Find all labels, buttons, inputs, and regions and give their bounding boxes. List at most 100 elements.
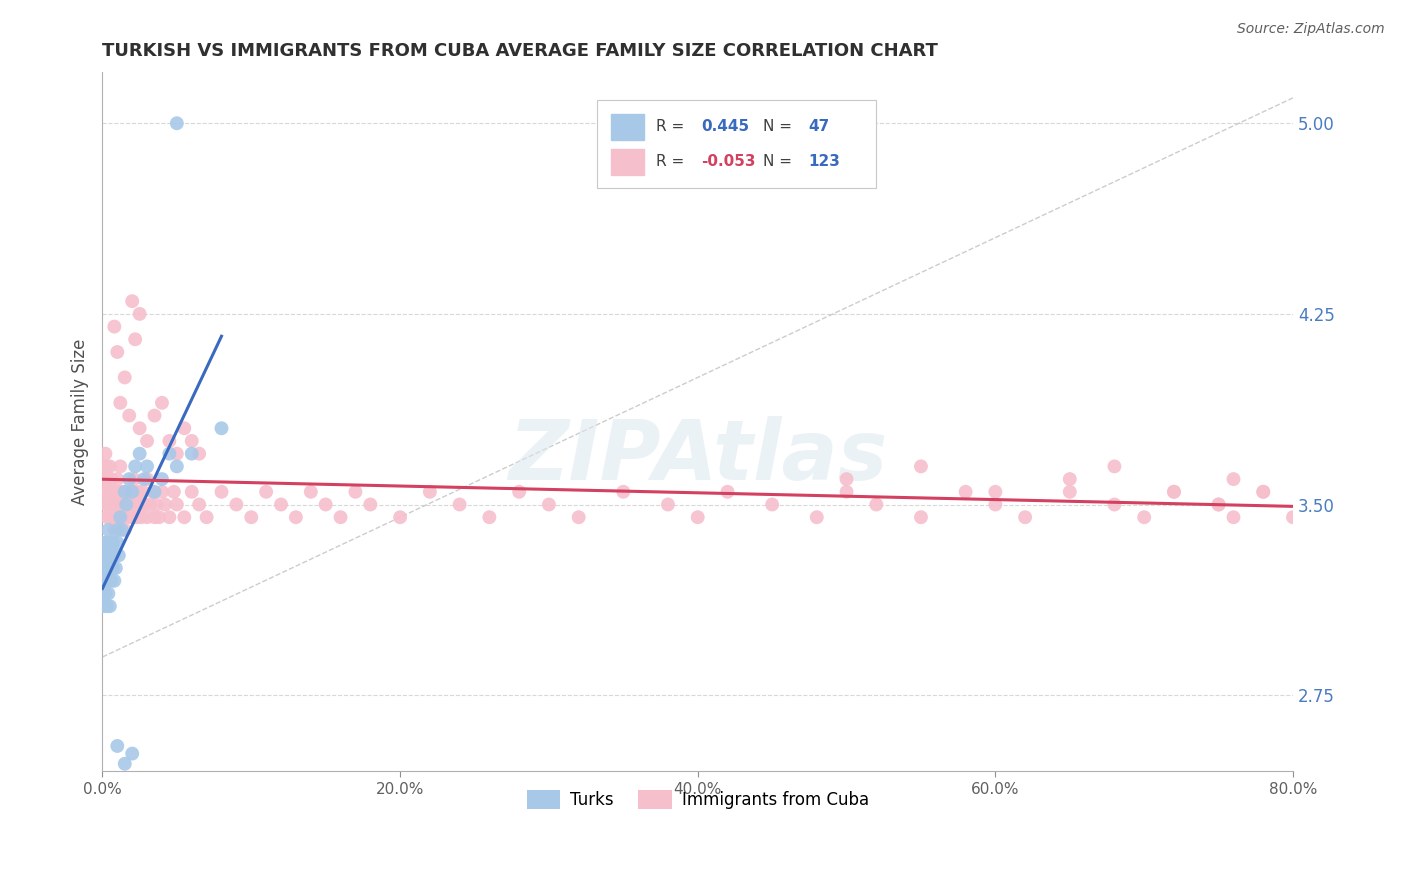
- Point: [188, 498, 211, 512]
- Point: [835, 484, 858, 499]
- Point: [124, 459, 146, 474]
- Point: [110, 396, 132, 410]
- Point: [1208, 498, 1230, 512]
- Point: [148, 510, 170, 524]
- Point: [94, 561, 117, 575]
- Point: [657, 498, 679, 512]
- Point: [93, 549, 115, 563]
- Point: [329, 510, 352, 524]
- Point: [111, 523, 134, 537]
- Point: [97, 472, 120, 486]
- Bar: [610, 113, 644, 140]
- Point: [98, 535, 121, 549]
- Point: [612, 484, 634, 499]
- Point: [136, 459, 159, 474]
- Point: [107, 549, 129, 563]
- Point: [166, 447, 188, 461]
- Point: [128, 498, 150, 512]
- Point: [101, 484, 124, 499]
- Point: [98, 484, 121, 499]
- Point: [115, 498, 138, 512]
- Point: [110, 459, 132, 474]
- Point: [93, 599, 115, 614]
- Point: [98, 459, 121, 474]
- Point: [100, 498, 122, 512]
- Point: [157, 434, 180, 448]
- Point: [910, 510, 932, 524]
- Point: [157, 510, 180, 524]
- Point: [94, 535, 117, 549]
- Point: [103, 523, 125, 537]
- Point: [1282, 510, 1305, 524]
- Point: [153, 498, 176, 512]
- Point: [1059, 484, 1081, 499]
- Point: [114, 370, 136, 384]
- Point: [105, 523, 128, 537]
- Point: [94, 574, 117, 588]
- Point: [195, 510, 218, 524]
- Point: [94, 498, 117, 512]
- Text: R =: R =: [657, 119, 689, 134]
- Point: [118, 409, 141, 423]
- Point: [1251, 484, 1274, 499]
- Point: [96, 484, 118, 499]
- Point: [478, 510, 501, 524]
- Point: [984, 484, 1007, 499]
- Point: [98, 561, 121, 575]
- Text: TURKISH VS IMMIGRANTS FROM CUBA AVERAGE FAMILY SIZE CORRELATION CHART: TURKISH VS IMMIGRANTS FROM CUBA AVERAGE …: [103, 42, 938, 60]
- Point: [143, 510, 166, 524]
- Point: [150, 484, 173, 499]
- Point: [114, 484, 136, 499]
- Point: [716, 484, 738, 499]
- Point: [114, 484, 136, 499]
- Point: [211, 484, 233, 499]
- Point: [136, 472, 159, 486]
- Point: [105, 535, 128, 549]
- Text: 123: 123: [808, 153, 841, 169]
- Point: [142, 484, 165, 499]
- Point: [132, 472, 155, 486]
- Point: [1222, 510, 1244, 524]
- Point: [98, 599, 121, 614]
- Point: [1104, 459, 1126, 474]
- Point: [100, 472, 122, 486]
- Text: 47: 47: [808, 119, 830, 134]
- FancyBboxPatch shape: [596, 101, 876, 187]
- Text: 0.445: 0.445: [702, 119, 749, 134]
- Point: [121, 294, 143, 309]
- Text: -0.053: -0.053: [702, 153, 756, 169]
- Point: [94, 447, 117, 461]
- Point: [101, 535, 124, 549]
- Point: [100, 549, 122, 563]
- Point: [128, 447, 150, 461]
- Point: [449, 498, 471, 512]
- Point: [568, 510, 591, 524]
- Point: [104, 484, 127, 499]
- Point: [1163, 484, 1185, 499]
- Point: [136, 434, 159, 448]
- Point: [114, 756, 136, 771]
- Point: [761, 498, 783, 512]
- Point: [101, 561, 124, 575]
- Point: [865, 498, 887, 512]
- Point: [105, 498, 128, 512]
- Text: R =: R =: [657, 153, 689, 169]
- Point: [121, 484, 143, 499]
- Point: [150, 472, 173, 486]
- Legend: Turks, Immigrants from Cuba: Turks, Immigrants from Cuba: [520, 783, 876, 815]
- Point: [103, 319, 125, 334]
- Point: [1208, 498, 1230, 512]
- Point: [132, 498, 155, 512]
- Point: [188, 447, 211, 461]
- Point: [139, 498, 162, 512]
- Point: [118, 484, 141, 499]
- Point: [122, 472, 145, 486]
- Point: [125, 510, 148, 524]
- Point: [180, 434, 202, 448]
- Point: [103, 574, 125, 588]
- Point: [96, 459, 118, 474]
- Point: [97, 498, 120, 512]
- Point: [131, 484, 153, 499]
- Point: [163, 484, 186, 499]
- Text: ZIPAtlas: ZIPAtlas: [508, 417, 887, 498]
